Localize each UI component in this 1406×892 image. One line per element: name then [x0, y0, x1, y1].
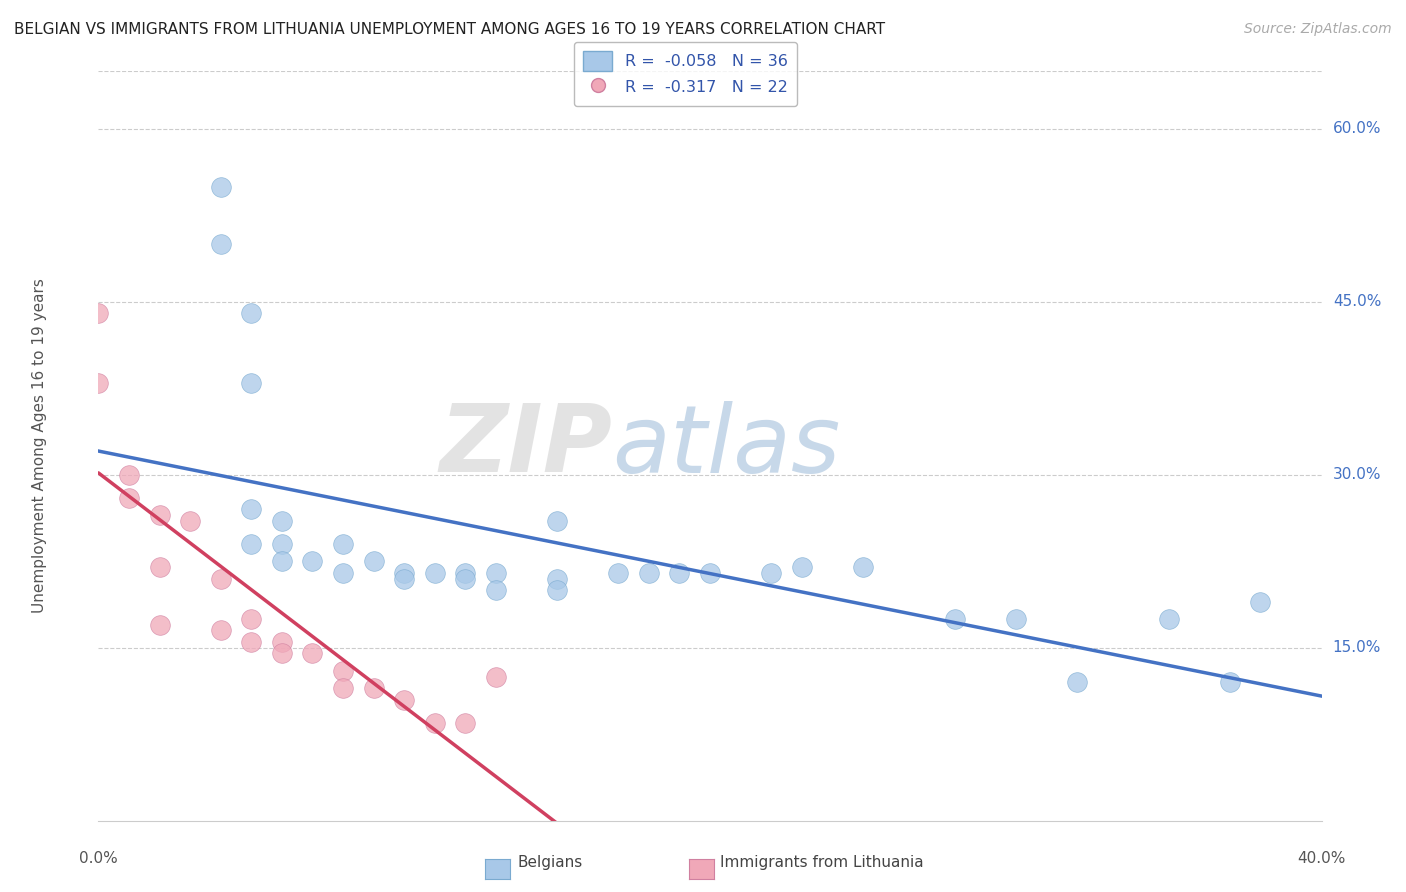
Text: Belgians: Belgians [517, 855, 582, 870]
Legend: R =  -0.058   N = 36, R =  -0.317   N = 22: R = -0.058 N = 36, R = -0.317 N = 22 [574, 42, 797, 106]
Point [454, 566, 477, 580]
Point [209, 179, 232, 194]
Point [363, 681, 385, 695]
Point [363, 554, 385, 568]
Point [149, 508, 172, 523]
Point [332, 681, 354, 695]
Point [270, 554, 292, 568]
Point [118, 491, 141, 505]
Text: 15.0%: 15.0% [1333, 640, 1381, 656]
Point [332, 566, 354, 580]
Point [637, 566, 661, 580]
Point [607, 566, 630, 580]
Point [485, 583, 508, 598]
Point [759, 566, 782, 580]
Text: BELGIAN VS IMMIGRANTS FROM LITHUANIA UNEMPLOYMENT AMONG AGES 16 TO 19 YEARS CORR: BELGIAN VS IMMIGRANTS FROM LITHUANIA UNE… [14, 22, 886, 37]
Point [1157, 612, 1180, 626]
Point [392, 692, 416, 706]
Point [943, 612, 966, 626]
Point [392, 566, 416, 580]
Point [546, 572, 568, 586]
Point [301, 554, 323, 568]
Point [1004, 612, 1026, 626]
Point [668, 566, 690, 580]
Text: 45.0%: 45.0% [1333, 294, 1381, 310]
Text: Immigrants from Lithuania: Immigrants from Lithuania [720, 855, 924, 870]
Point [790, 560, 813, 574]
Point [423, 566, 446, 580]
Text: Unemployment Among Ages 16 to 19 years: Unemployment Among Ages 16 to 19 years [32, 278, 48, 614]
Point [179, 514, 201, 528]
Point [546, 583, 568, 598]
Point [270, 635, 292, 649]
Point [1219, 675, 1241, 690]
Point [149, 560, 172, 574]
Point [1249, 594, 1271, 608]
Point [118, 467, 141, 482]
Text: ZIP: ZIP [439, 400, 612, 492]
Point [454, 572, 477, 586]
Text: 30.0%: 30.0% [1333, 467, 1381, 483]
Point [332, 664, 354, 678]
Point [301, 647, 323, 661]
Point [240, 306, 263, 320]
Point [240, 376, 263, 390]
Point [240, 502, 263, 516]
Point [240, 537, 263, 551]
Point [423, 715, 446, 730]
Point [209, 624, 232, 638]
Point [454, 715, 477, 730]
Point [392, 572, 416, 586]
Point [87, 306, 110, 320]
Text: 0.0%: 0.0% [79, 851, 118, 866]
Point [1066, 675, 1088, 690]
Point [852, 560, 875, 574]
Point [546, 514, 568, 528]
Point [699, 566, 721, 580]
Text: atlas: atlas [612, 401, 841, 491]
Point [270, 514, 292, 528]
Point [485, 669, 508, 683]
Text: 40.0%: 40.0% [1298, 851, 1346, 866]
Point [270, 647, 292, 661]
Point [209, 237, 232, 252]
Point [149, 617, 172, 632]
Point [485, 566, 508, 580]
Text: Source: ZipAtlas.com: Source: ZipAtlas.com [1244, 22, 1392, 37]
Text: 60.0%: 60.0% [1333, 121, 1381, 136]
Point [270, 537, 292, 551]
Point [240, 612, 263, 626]
Point [87, 376, 110, 390]
Point [332, 537, 354, 551]
Point [209, 572, 232, 586]
Point [240, 635, 263, 649]
